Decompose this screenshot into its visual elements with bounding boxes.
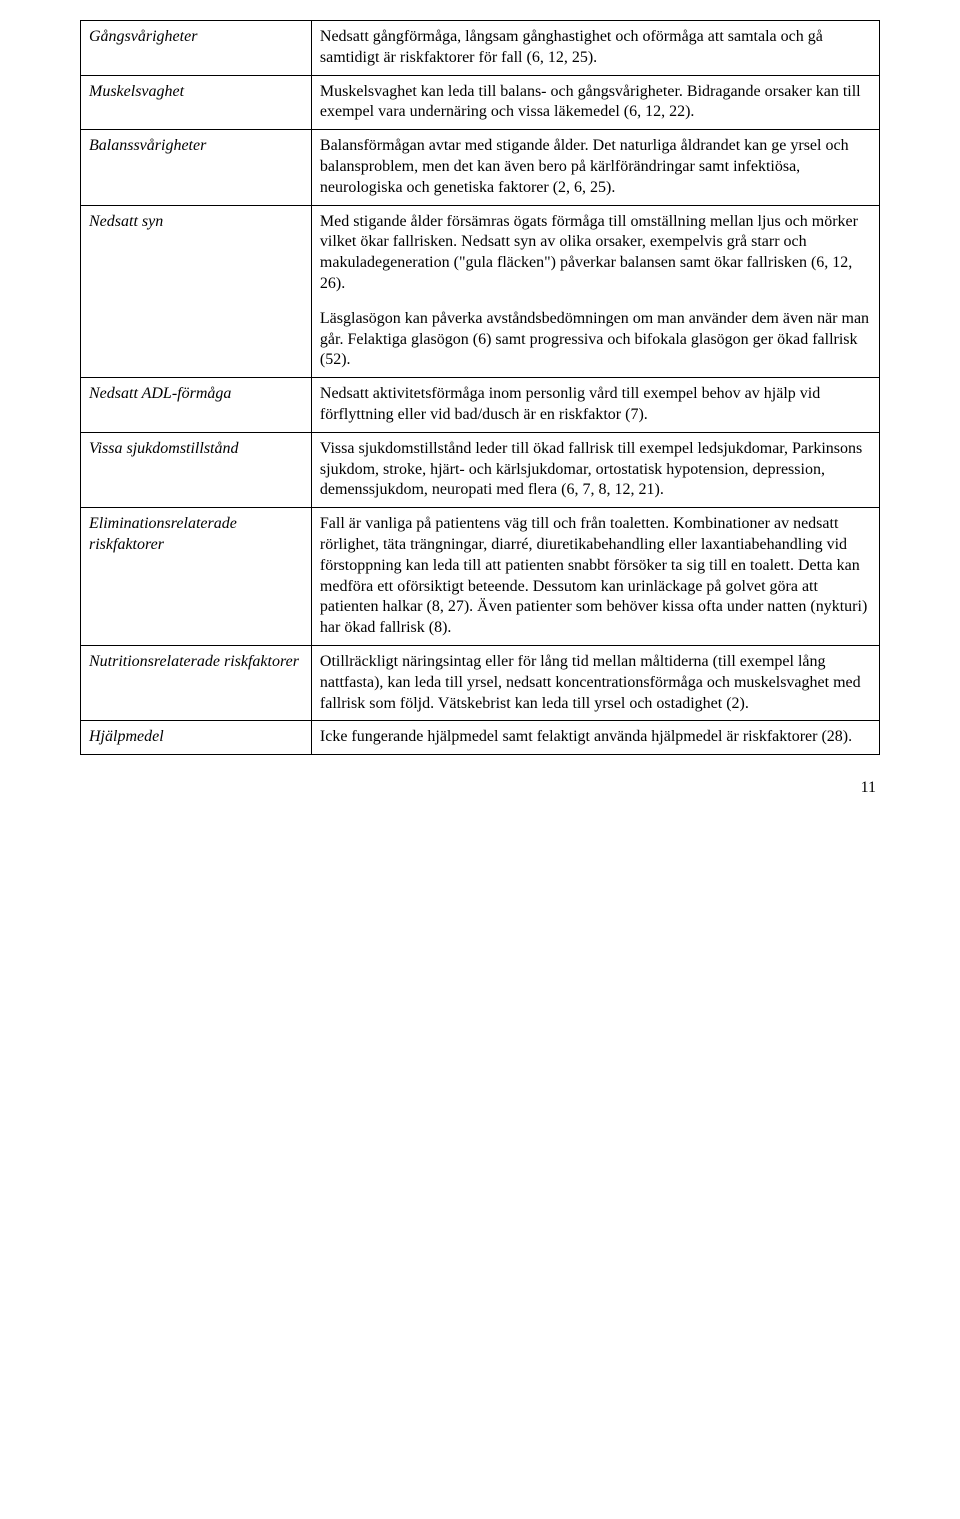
row-label: Nutritionsrelaterade riskfaktorer — [81, 645, 312, 720]
description-paragraph: Läsglasögon kan påverka avståndsbedömnin… — [320, 309, 871, 371]
row-label: Nedsatt syn — [81, 205, 312, 378]
row-label: Nedsatt ADL-förmåga — [81, 378, 312, 433]
risk-factors-table: GångsvårigheterNedsatt gångförmåga, lång… — [80, 20, 880, 755]
row-description: Muskelsvaghet kan leda till balans- och … — [311, 75, 879, 130]
row-description: Balansförmågan avtar med stigande ålder.… — [311, 130, 879, 205]
table-row: Hjälpmedel Icke fungerande hjälpmedel sam… — [81, 721, 880, 755]
description-paragraph: Otillräckligt näringsintag eller för lån… — [320, 652, 871, 714]
description-paragraph: Med stigande ålder försämras ögats förmå… — [320, 212, 871, 295]
description-paragraph: Vissa sjukdomstillstånd leder till ökad … — [320, 439, 871, 501]
description-paragraph: Balansförmågan avtar med stigande ålder.… — [320, 136, 871, 198]
table-body: GångsvårigheterNedsatt gångförmåga, lång… — [81, 21, 880, 755]
row-description: Icke fungerande hjälpmedel samt felaktig… — [311, 721, 879, 755]
row-description: Med stigande ålder försämras ögats förmå… — [311, 205, 879, 378]
row-description: Nedsatt gångförmåga, långsam gånghastigh… — [311, 21, 879, 76]
row-label: Vissa sjukdomstillstånd — [81, 432, 312, 507]
row-description: Nedsatt aktivitetsförmåga inom personlig… — [311, 378, 879, 433]
description-paragraph: Nedsatt aktivitetsförmåga inom personlig… — [320, 384, 871, 426]
page-number: 11 — [80, 779, 880, 797]
table-row: Nedsatt ADL-förmågaNedsatt aktivitetsför… — [81, 378, 880, 433]
document-page: GångsvårigheterNedsatt gångförmåga, lång… — [0, 0, 960, 837]
table-row: Eliminationsrelaterade riskfaktorerFall … — [81, 508, 880, 646]
table-row: MuskelsvaghetMuskelsvaghet kan leda till… — [81, 75, 880, 130]
description-paragraph: Icke fungerande hjälpmedel samt felaktig… — [320, 727, 871, 748]
description-paragraph: Nedsatt gångförmåga, långsam gånghastigh… — [320, 27, 871, 69]
row-label: Eliminationsrelaterade riskfaktorer — [81, 508, 312, 646]
row-description: Vissa sjukdomstillstånd leder till ökad … — [311, 432, 879, 507]
row-description: Otillräckligt näringsintag eller för lån… — [311, 645, 879, 720]
row-label: Gångsvårigheter — [81, 21, 312, 76]
table-row: Vissa sjukdomstillståndVissa sjukdomstil… — [81, 432, 880, 507]
table-row: Nedsatt synMed stigande ålder försämras … — [81, 205, 880, 378]
row-label: Muskelsvaghet — [81, 75, 312, 130]
description-paragraph: Muskelsvaghet kan leda till balans- och … — [320, 82, 871, 124]
row-label: Hjälpmedel — [81, 721, 312, 755]
description-paragraph: Fall är vanliga på patientens väg till o… — [320, 514, 871, 639]
table-row: Nutritionsrelaterade riskfaktorerOtillrä… — [81, 645, 880, 720]
row-label: Balanssvårigheter — [81, 130, 312, 205]
table-row: GångsvårigheterNedsatt gångförmåga, lång… — [81, 21, 880, 76]
row-description: Fall är vanliga på patientens väg till o… — [311, 508, 879, 646]
table-row: BalanssvårigheterBalansförmågan avtar me… — [81, 130, 880, 205]
